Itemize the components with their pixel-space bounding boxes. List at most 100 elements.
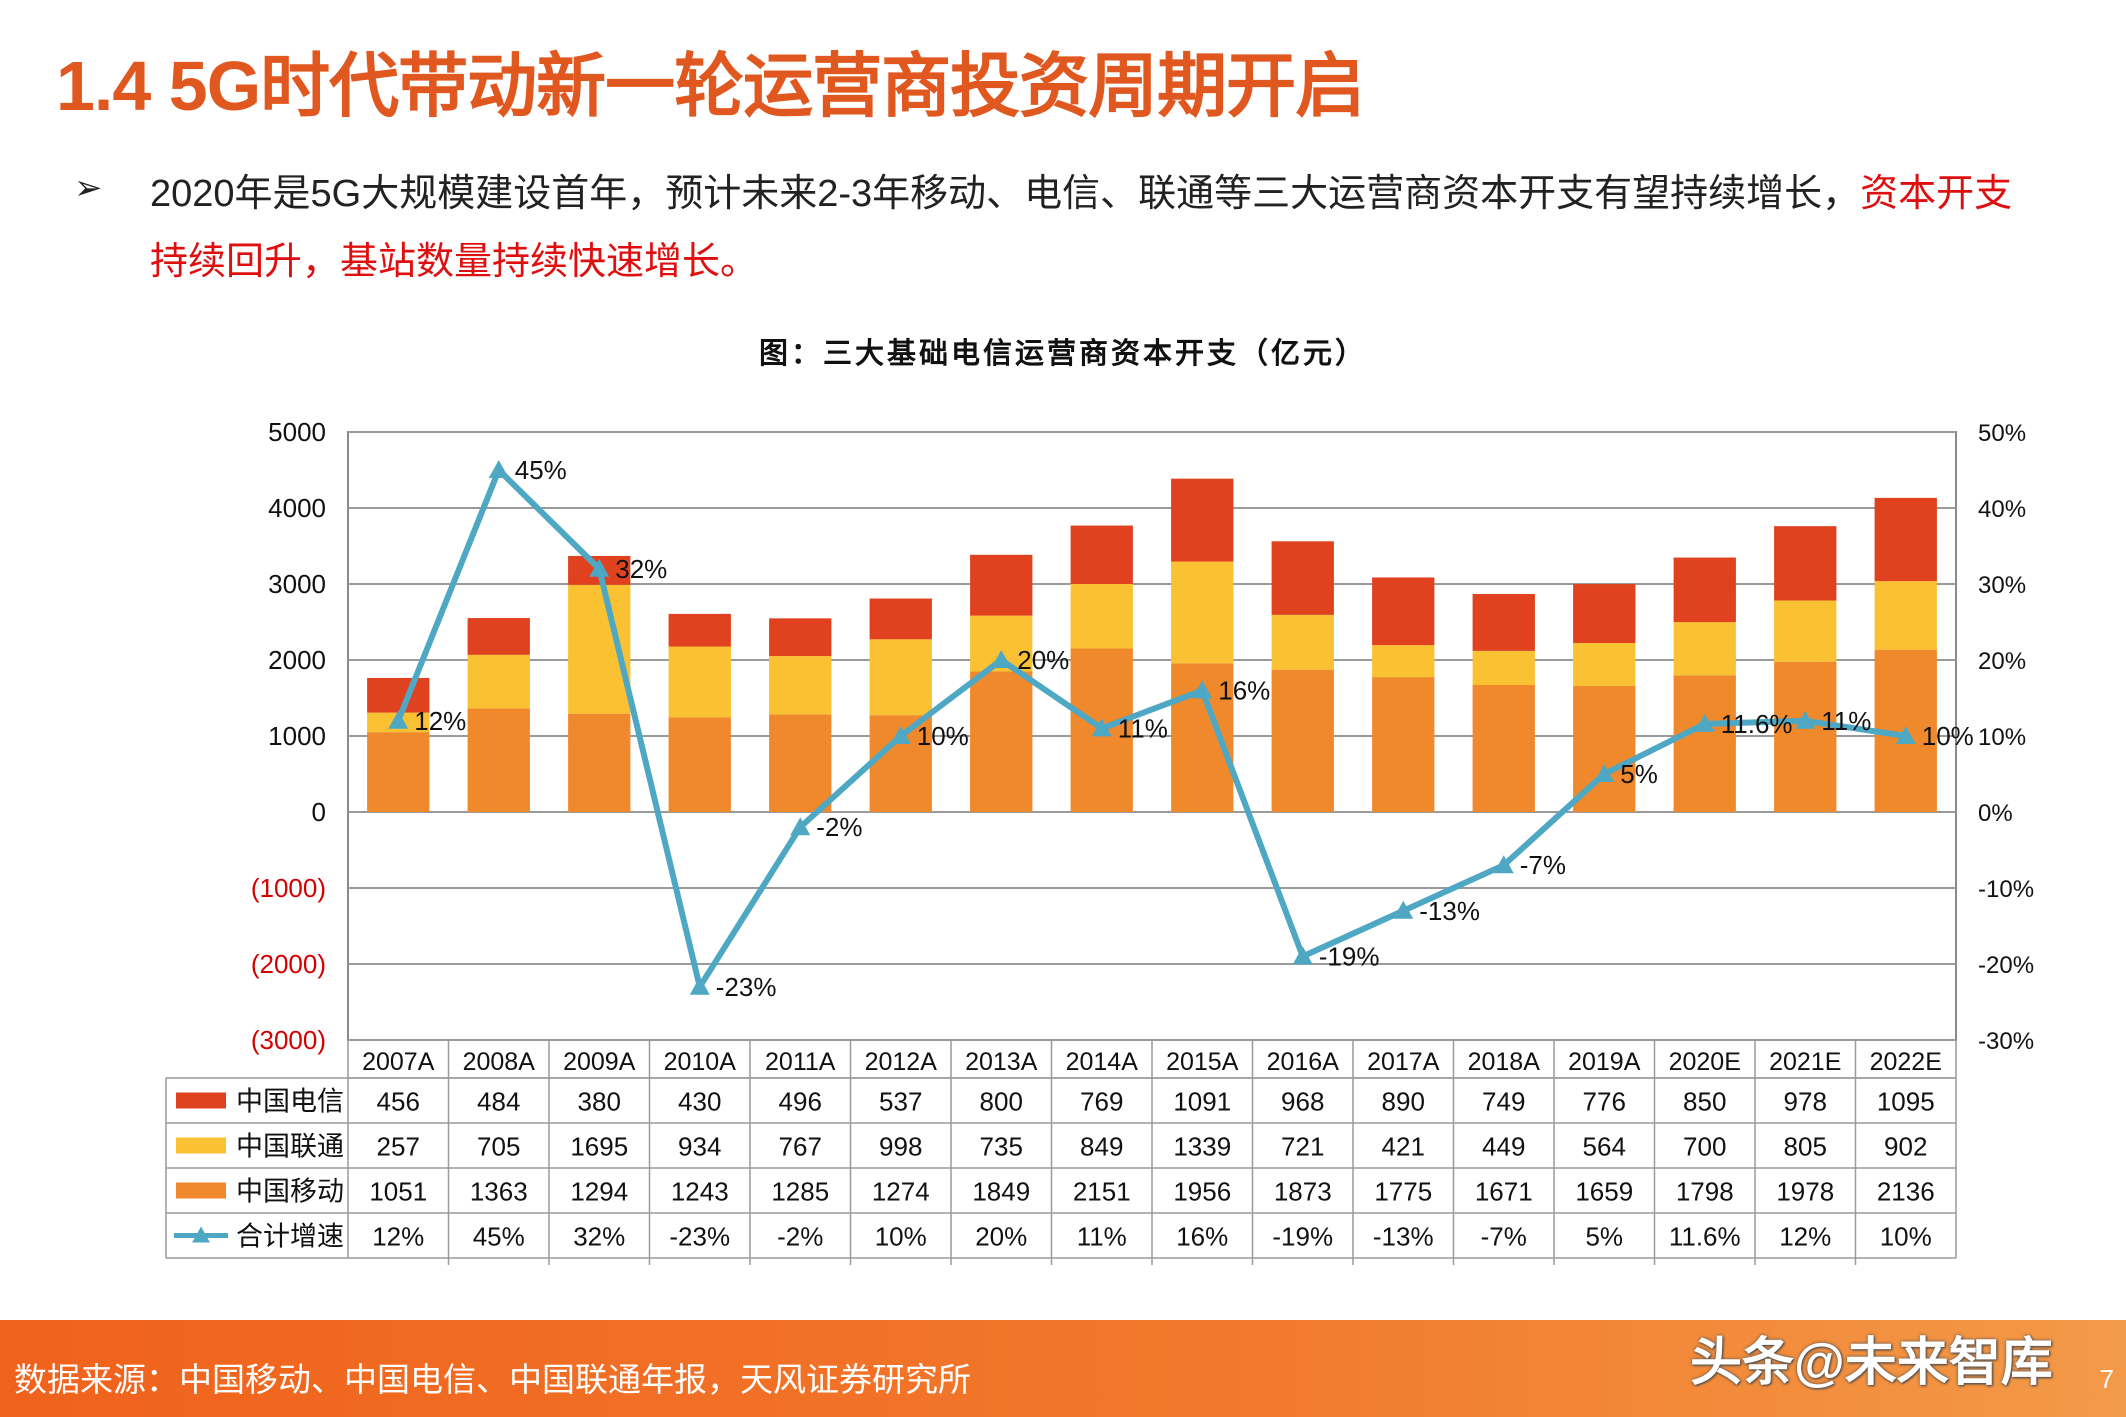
table-cell: 484 <box>477 1087 520 1117</box>
table-cell: 1798 <box>1676 1177 1734 1207</box>
data-table: 2007A 2008A 2009A 2010A 2011A 2012A 2013A 2014A… <box>165 1040 1957 1265</box>
footer-source: 数据来源：中国移动、中国电信、中国联通年报，天风证券研究所 <box>14 1361 971 1398</box>
y-tick-label: (3000) <box>251 1025 326 1055</box>
table-cell: 430 <box>678 1087 721 1117</box>
y-tick-label: 0 <box>312 797 326 827</box>
table-cell: 10% <box>875 1222 927 1252</box>
table-cell: 767 <box>779 1132 822 1162</box>
bullet-highlight: 资本开支持续回升，基站数量持续快速增长。 <box>150 173 2013 283</box>
bar-中国电信-2021E <box>1774 526 1837 601</box>
table-cell: 800 <box>980 1087 1023 1117</box>
table-cell: 1274 <box>872 1177 930 1207</box>
legend-label-中国电信: 中国电信 <box>236 1087 344 1117</box>
table-cell: 2151 <box>1073 1177 1131 1207</box>
x-tick-label: 2015A <box>1166 1048 1239 1076</box>
growth-point-2016A <box>1292 946 1313 965</box>
bar-中国电信-2019A <box>1573 584 1636 644</box>
x-tick-label: 2009A <box>563 1048 636 1076</box>
growth-point-2012A <box>890 726 911 744</box>
growth-data-label: -2% <box>816 812 862 842</box>
bar-中国联通-2018A <box>1472 650 1535 686</box>
table-cell: 1849 <box>972 1177 1030 1207</box>
x-tick-label: 2017A <box>1367 1048 1440 1076</box>
table-cell: 1873 <box>1274 1177 1332 1207</box>
x-tick-label: 2014A <box>1066 1048 1139 1076</box>
growth-point-2010A <box>689 976 710 995</box>
growth-data-label: -13% <box>1419 896 1480 926</box>
bar-中国电信-2015A <box>1171 478 1234 562</box>
table-cell: 700 <box>1683 1132 1726 1162</box>
y-tick-label: 5000 <box>268 417 326 447</box>
growth-data-label: 12% <box>414 706 466 736</box>
bar-中国联通-2022E <box>1874 581 1937 650</box>
growth-data-label: 32% <box>615 554 667 584</box>
growth-point-2011A <box>790 817 811 836</box>
table-cell: 902 <box>1884 1132 1927 1162</box>
table-cell: 968 <box>1281 1087 1324 1117</box>
growth-data-label: 11.6% <box>1721 709 1793 739</box>
growth-point-2013A <box>991 650 1012 668</box>
table-cell: 769 <box>1080 1087 1123 1117</box>
growth-data-label: -19% <box>1319 941 1380 971</box>
table-cell: 934 <box>678 1132 721 1162</box>
legend-label-中国联通: 中国联通 <box>236 1132 344 1162</box>
table-cell: 735 <box>980 1132 1023 1162</box>
growth-data-label: 10% <box>917 721 969 751</box>
table-cell: 978 <box>1784 1087 1827 1117</box>
growth-point-2014A <box>1091 718 1112 737</box>
bar-中国电信-2017A <box>1372 577 1435 646</box>
table-cell: 805 <box>1784 1132 1827 1162</box>
table-cell: 12% <box>1779 1222 1831 1252</box>
bar-中国电信-2008A <box>467 618 530 655</box>
bar-中国移动-2007A <box>367 732 430 812</box>
x-tick-label: 2007A <box>362 1048 435 1076</box>
growth-point-2015A <box>1192 680 1213 699</box>
table-cell: 1294 <box>570 1177 628 1207</box>
x-tick-label: 2010A <box>664 1048 737 1076</box>
y-tick-label: 2000 <box>268 645 326 675</box>
table-cell: 850 <box>1683 1087 1726 1117</box>
bar-中国移动-2009A <box>568 713 631 812</box>
bar-中国移动-2020E <box>1673 675 1736 812</box>
bar-中国电信-2010A <box>668 613 731 647</box>
bar-中国电信-2013A <box>970 554 1033 616</box>
growth-point-2020E <box>1694 713 1715 732</box>
y-tick-label: (1000) <box>251 873 326 903</box>
legend-label-growth: 合计增速 <box>236 1222 344 1252</box>
y-tick-label: 3000 <box>268 569 326 599</box>
footer-bar <box>0 1320 2126 1417</box>
growth-data-label: 10% <box>1922 721 1974 751</box>
x-tick-label: 2008A <box>463 1048 536 1076</box>
bar-中国移动-2021E <box>1774 661 1837 812</box>
bar-中国电信-2012A <box>869 598 932 640</box>
growth-data-label: 16% <box>1218 675 1270 705</box>
table-cell: 1243 <box>671 1177 729 1207</box>
growth-line: 12% 45% 32% -23% -2% 10% 20% 11% 16% -19% -13% -7% 5… <box>388 455 1974 1002</box>
growth-data-label: -7% <box>1520 850 1566 880</box>
table-cell: 1091 <box>1173 1087 1231 1117</box>
legend-swatch-中国联通 <box>176 1137 226 1154</box>
bar-中国电信-2014A <box>1070 525 1133 584</box>
growth-point-2008A <box>488 460 509 478</box>
table-cell: 705 <box>477 1132 520 1162</box>
bar-中国联通-2011A <box>769 656 832 715</box>
growth-data-label: 11% <box>1118 713 1168 743</box>
y2-tick-label: 40% <box>1978 496 2026 523</box>
table-cell: 1363 <box>470 1177 528 1207</box>
watermark: 头条@未来智库 <box>1690 1334 2053 1392</box>
bar-中国联通-2010A <box>668 646 731 718</box>
bullet-arrow-icon: ➢ <box>74 169 103 207</box>
table-cell: 890 <box>1382 1087 1425 1117</box>
bar-中国电信-2016A <box>1271 541 1334 615</box>
table-cell: 564 <box>1583 1132 1626 1162</box>
table-cell: 456 <box>377 1087 420 1117</box>
page-title: 1.4 5G时代带动新一轮运营商投资周期开启 <box>56 47 1365 125</box>
x-tick-label: 2019A <box>1568 1048 1641 1076</box>
table-cell: -23% <box>669 1222 730 1252</box>
growth-point-2019A <box>1594 764 1615 782</box>
growth-point-2022E <box>1895 726 1916 744</box>
page-number: 7 <box>2099 1364 2114 1394</box>
table-cell: -19% <box>1272 1222 1333 1252</box>
y2-tick-label: 0% <box>1978 800 2013 827</box>
bar-中国移动-2010A <box>668 717 731 812</box>
